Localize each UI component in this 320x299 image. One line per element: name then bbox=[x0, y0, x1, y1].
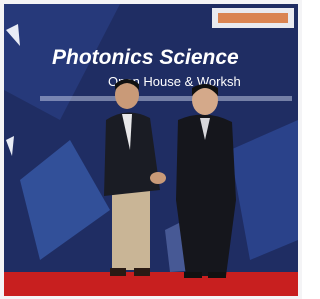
red-carpet bbox=[4, 272, 298, 296]
photo: Photonics Science Open House & Worksh bbox=[0, 0, 302, 299]
shoe bbox=[134, 268, 150, 276]
logo bbox=[218, 13, 288, 23]
suit bbox=[176, 114, 236, 276]
shoe bbox=[208, 272, 226, 278]
trousers bbox=[112, 190, 150, 270]
banner-title: Photonics Science bbox=[52, 46, 239, 69]
handshake bbox=[150, 172, 166, 184]
shoe bbox=[110, 268, 126, 276]
thai-text bbox=[40, 96, 292, 101]
shoe bbox=[184, 272, 202, 278]
